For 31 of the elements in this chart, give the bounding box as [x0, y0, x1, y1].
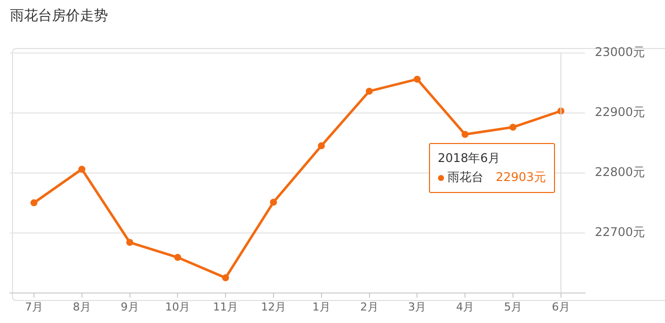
point — [509, 124, 516, 131]
legend-label: 雨花台 — [448, 169, 484, 186]
x-tick-label: 12月 — [260, 300, 286, 314]
y-tick-label: 22800元 — [594, 164, 646, 179]
x-tick-label: 7月 — [24, 300, 43, 314]
point — [30, 199, 38, 206]
chart-title: 雨花台房价走势 — [10, 8, 108, 24]
y-tick-label: 22700元 — [594, 224, 646, 239]
point — [414, 76, 421, 83]
x-tick-label: 4月 — [456, 300, 474, 314]
x-tick-label: 10月 — [165, 300, 190, 314]
y-tick-label: 22900元 — [594, 104, 646, 119]
point — [270, 198, 277, 206]
point — [222, 274, 230, 282]
x-tick-label: 9月 — [120, 300, 139, 314]
x-tick-label: 5月 — [504, 300, 522, 314]
point — [174, 254, 182, 261]
x-tick-label: 11月 — [213, 300, 238, 314]
point — [366, 88, 373, 95]
annotation: 22903元 — [496, 169, 546, 186]
x-tick-label: 1月 — [312, 300, 330, 314]
annotation: 2018年6月 — [438, 150, 501, 167]
x-tick-label: 6月 — [552, 300, 570, 314]
x-tick-label: 3月 — [408, 300, 426, 314]
x-tick-label: 8月 — [72, 300, 91, 314]
point — [78, 166, 86, 173]
x-tick-label: 2月 — [360, 300, 378, 314]
point — [126, 238, 134, 246]
point — [318, 142, 325, 150]
point — [462, 130, 469, 138]
y-tick-label: 23000元 — [594, 44, 646, 59]
